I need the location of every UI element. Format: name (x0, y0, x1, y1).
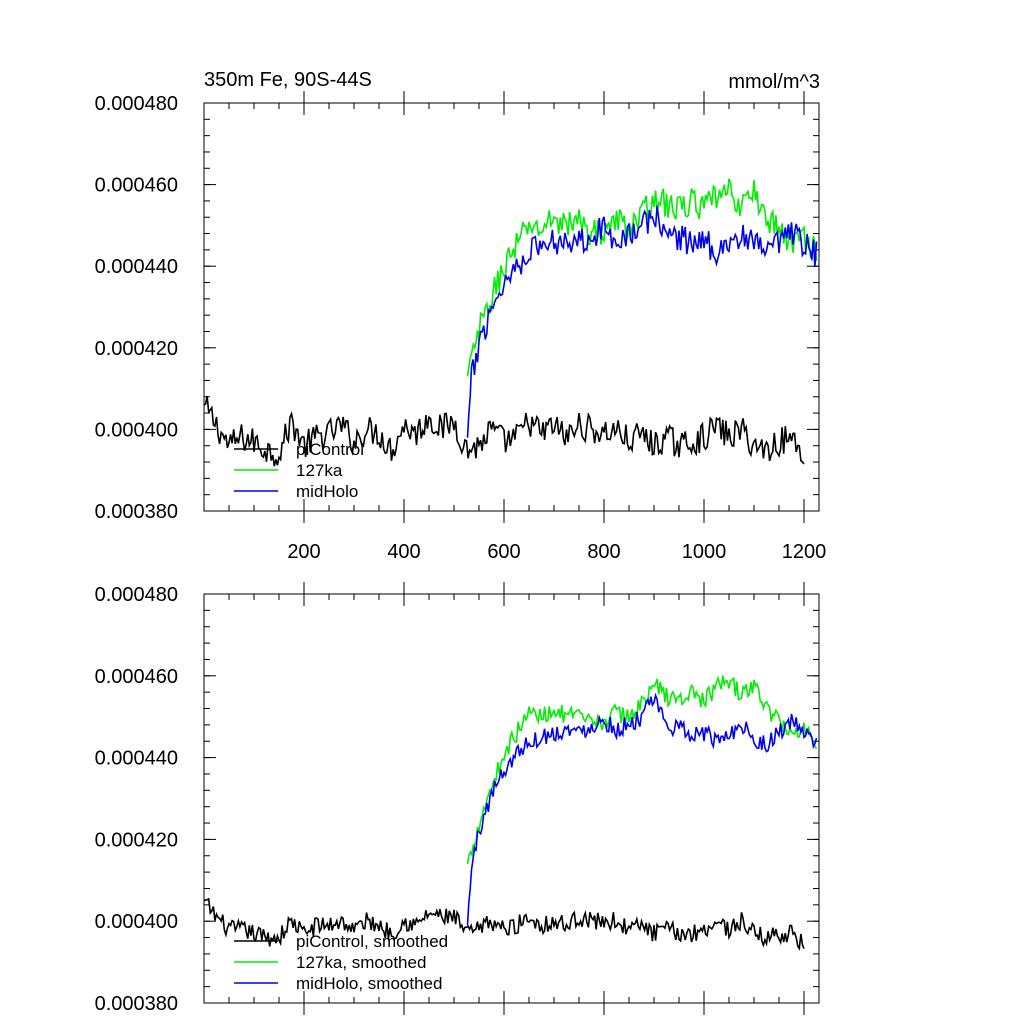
legend-label: 127ka, smoothed (296, 953, 426, 972)
plot-frame (203, 593, 820, 1004)
chart-title-left: 350m Fe, 90S-44S (204, 69, 372, 91)
legend-label: piControl, smoothed (296, 932, 448, 951)
x-tick-label: 600 (487, 541, 520, 563)
plot-frame (203, 102, 820, 512)
x-tick-label: 400 (387, 541, 420, 563)
series-line-picontrol (204, 396, 805, 467)
y-tick-label: 0.000420 (95, 338, 178, 360)
legend-label: midHolo (296, 482, 358, 501)
y-tick-label: 0.000380 (95, 993, 178, 1015)
y-tick-label: 0.000400 (95, 419, 178, 441)
y-tick-label: 0.000460 (95, 175, 178, 197)
y-tick-label: 0.000480 (95, 584, 178, 606)
series-line-127ka-smoothed (466, 675, 818, 865)
chart-title-right: mmol/m^3 (728, 71, 820, 93)
x-tick-label: 800 (587, 541, 620, 563)
y-tick-label: 0.000420 (95, 829, 178, 851)
legend-label: piControl (296, 440, 364, 459)
bottom-panel: 0.000380 0.000400 0.000420 0.000440 0.000460… (95, 582, 820, 1015)
legend-label: 127ka (296, 461, 343, 480)
y-tick-label: 0.000400 (95, 911, 178, 933)
series-line-midholo (466, 205, 818, 438)
y-tick-label: 0.000440 (95, 748, 178, 770)
x-tick-label: 1200 (782, 541, 827, 563)
y-tick-label: 0.000380 (95, 501, 178, 523)
series-line-midholo-smoothed (466, 692, 818, 926)
y-tick-label: 0.000440 (95, 256, 178, 278)
legend-label: midHolo, smoothed (296, 974, 442, 993)
series-line-127ka (466, 178, 818, 377)
top-panel: 350m Fe, 90S-44S mmol/m^3 0.000380 0.0004… (95, 69, 827, 563)
series-line-picontrol-smoothed (204, 897, 805, 951)
y-tick-label: 0.000460 (95, 666, 178, 688)
y-tick-label: 0.000480 (95, 93, 178, 115)
x-tick-label: 200 (287, 541, 320, 563)
x-tick-label: 1000 (682, 541, 727, 563)
